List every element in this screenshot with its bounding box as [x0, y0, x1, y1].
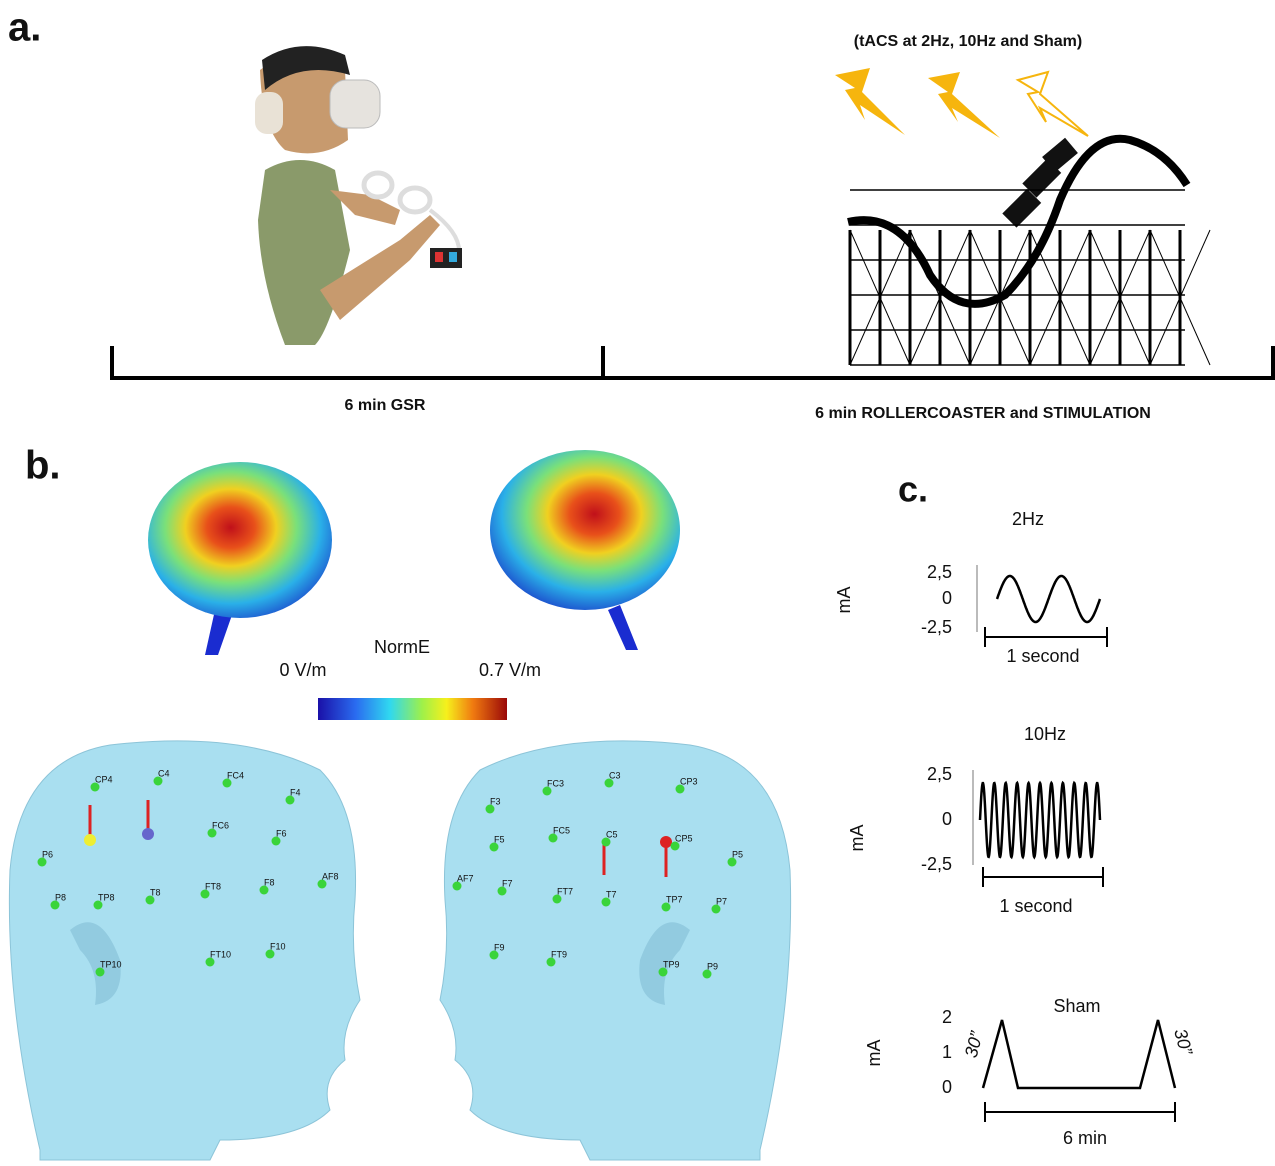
page: a. (tACS at 2Hz, 10Hz and Sham) 6 min GS…: [0, 0, 1275, 1166]
lightning-bolts: [835, 68, 1088, 138]
electrode-label: F7: [502, 878, 513, 888]
unit-label: mA: [834, 587, 854, 614]
colorbar-max: 0.7 V/m: [479, 660, 541, 680]
electrode-label: FC6: [212, 820, 229, 830]
panel-label: c.: [898, 469, 928, 510]
electrode-label: F4: [290, 787, 301, 797]
unit-label: mA: [864, 1040, 884, 1067]
unit-label: mA: [847, 825, 867, 852]
tick-label: 0: [942, 1077, 952, 1097]
tick-label: -2,5: [921, 617, 952, 637]
electrode-label: CP5: [675, 833, 693, 843]
electrode-label: T8: [150, 887, 161, 897]
waveform: [997, 576, 1100, 622]
electrode-label: C4: [158, 768, 170, 778]
electrode-label: P9: [707, 961, 718, 971]
electrode-label: P8: [55, 892, 66, 902]
colorbar-min: 0 V/m: [279, 660, 326, 680]
electrode-label: P7: [716, 896, 727, 906]
phase-label: 6 min GSR: [345, 397, 426, 414]
electrode-label: F6: [276, 828, 287, 838]
colorbar: [318, 698, 507, 720]
duration-label: 6 min: [1063, 1128, 1107, 1148]
electrode-label: FT9: [551, 949, 567, 959]
electrode-label: CP3: [680, 776, 698, 786]
electrode-label: TP10: [100, 959, 122, 969]
electrode-label: AF7: [457, 873, 474, 883]
electrode-label: TP8: [98, 892, 115, 902]
tick-label: 0: [942, 809, 952, 829]
tick-label: 2: [942, 1007, 952, 1027]
duration-label: 1 second: [999, 896, 1072, 916]
electrode-label: FT7: [557, 886, 573, 896]
electrode-label: TP9: [663, 959, 680, 969]
electrode-label: P6: [42, 849, 53, 859]
waveform-title: Sham: [1053, 996, 1100, 1016]
electrode-label: AF8: [322, 871, 339, 881]
waveform: [980, 783, 1100, 857]
waveform: [983, 1020, 1175, 1088]
figure: a. (tACS at 2Hz, 10Hz and Sham) 6 min GS…: [0, 0, 1275, 1161]
electrode-label: CP4: [95, 774, 113, 784]
brain-left: [148, 462, 332, 655]
timeline: [112, 346, 1273, 380]
head-left: [9, 741, 360, 1160]
stimulation-note: (tACS at 2Hz, 10Hz and Sham): [854, 33, 1082, 50]
tick-label: -2,5: [921, 854, 952, 874]
ramp-label: 30”: [961, 1029, 987, 1060]
electrode-label: T7: [606, 889, 617, 899]
tick-label: 2,5: [927, 764, 952, 784]
electrode-label: F8: [264, 877, 275, 887]
duration-bracket: [985, 1102, 1175, 1122]
panel-label: b.: [25, 444, 61, 488]
electrode-label: FC5: [553, 825, 570, 835]
phase-label: 6 min ROLLERCOASTER and STIMULATION: [815, 405, 1151, 422]
electrode-label: F9: [494, 942, 505, 952]
tick-label: 0: [942, 588, 952, 608]
electrode-label: F3: [490, 796, 501, 806]
electrode-label: F5: [494, 834, 505, 844]
electrode-label: C5: [606, 829, 618, 839]
electrode-label: F10: [270, 941, 286, 951]
rollercoaster-illustration: [848, 138, 1210, 365]
tick-label: 1: [942, 1042, 952, 1062]
brain-right: [490, 450, 680, 650]
electrode-label: C3: [609, 770, 621, 780]
duration-bracket: [983, 867, 1103, 887]
duration-label: 1 second: [1006, 646, 1079, 666]
tick-label: 2,5: [927, 562, 952, 582]
electrode-label: P5: [732, 849, 743, 859]
colorbar-title: NormE: [374, 637, 430, 657]
panel-label: a.: [8, 6, 41, 50]
person-illustration: [255, 46, 462, 345]
electrode-label: FC4: [227, 770, 244, 780]
waveform-title: 2Hz: [1012, 509, 1044, 529]
electrode-label: FC3: [547, 778, 564, 788]
waveform-title: 10Hz: [1024, 724, 1066, 744]
duration-bracket: [985, 627, 1107, 647]
electrode-label: TP7: [666, 894, 683, 904]
electrode-label: FT10: [210, 949, 231, 959]
ramp-label: 30”: [1170, 1027, 1196, 1058]
electrode-label: FT8: [205, 881, 221, 891]
